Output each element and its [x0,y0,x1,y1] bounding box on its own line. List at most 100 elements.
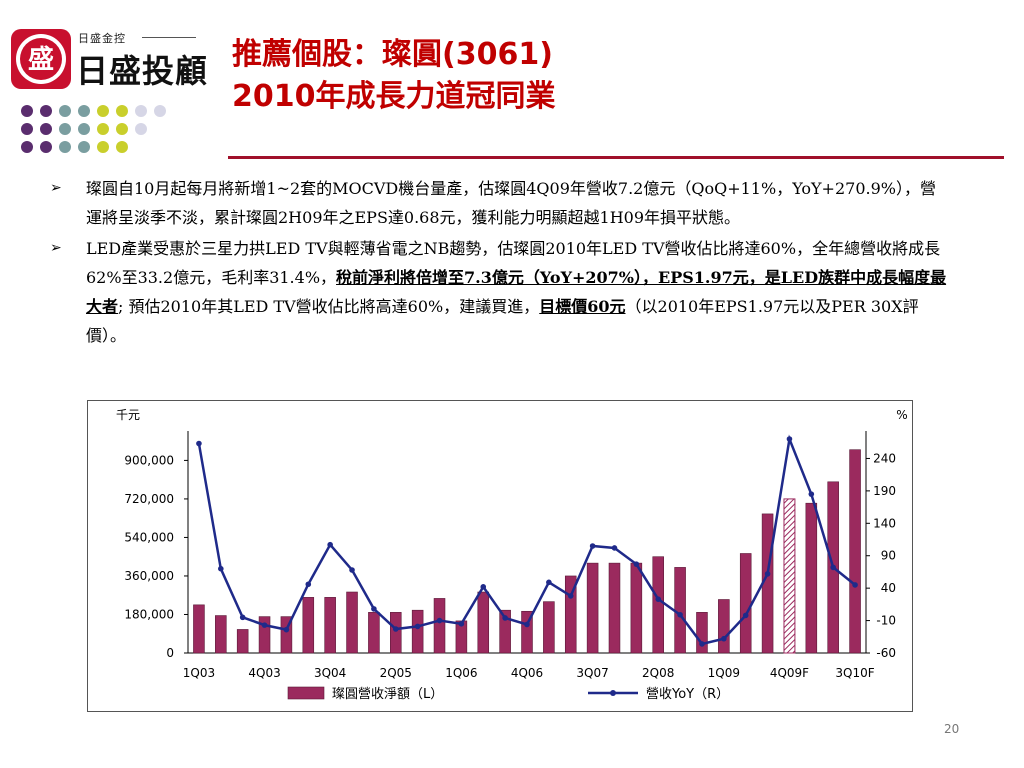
yoy-point [436,617,443,624]
x-tick-label: 1Q09 [708,666,740,680]
revenue-bar [280,616,293,654]
chart-canvas: 千元 % 0 180,000 360,000 540,000 720,000 900,000 -… [116,408,908,702]
yoy-point [305,581,312,588]
yoy-point [589,543,596,549]
decorative-dot [78,123,90,135]
right-tick-label: 90 [881,549,896,563]
bullet-arrow-icon: ➢ [50,240,62,256]
yoy-point [327,541,333,548]
logo-subtitle: 日盛金控 [78,32,126,45]
yoy-point [567,593,574,599]
revenue-bar [521,610,533,654]
revenue-bar [696,612,708,654]
yoy-point [611,545,618,551]
bullet-item: ➢ 璨圓自10月起每月將新增1~2套的MOCVD機台量產，估璨圓4Q09年營收7.… [48,174,948,232]
decorative-dot [59,141,71,153]
decorative-dot-grid [21,105,166,153]
yoy-point [261,622,268,628]
yoy-point [239,614,246,621]
yoy-point [480,584,487,590]
company-logo: 盛 [11,29,71,89]
decorative-dot [21,123,33,135]
decorative-dot [154,105,166,117]
decorative-dot [40,105,52,117]
x-tick-label: 2Q05 [380,666,412,680]
revenue-chart: 千元% 0 180,000 360,000 540,000 720,000 900,000 -… [87,400,913,712]
yoy-point [786,436,793,442]
yoy-point [349,567,355,573]
decorative-dot [59,123,71,135]
right-tick-label: 140 [873,516,896,530]
revenue-bar [455,620,468,654]
bullet-text: LED產業受惠於三星力拱LED TV與輕薄省電之NB趨勢，估璨圓2010年LED… [86,239,941,287]
bullet-text: 璨圓自10月起每月將新增1~2套的MOCVD機台量產，估璨圓4Q09年營收7.2… [86,179,936,227]
yoy-point [633,561,640,567]
x-tick-label: 2Q08 [642,666,674,680]
decorative-dot [135,123,147,135]
right-tick-label: 40 [881,581,896,595]
left-tick-label: 900,000 [124,453,174,467]
bullet-arrow-icon: ➢ [50,180,62,196]
yoy-point [502,615,508,621]
revenue-bar [674,567,686,654]
right-tick-label: 240 [873,451,896,465]
revenue-bar [564,575,577,654]
x-tick-label: 3Q10F [835,666,874,680]
decorative-dot [21,141,33,153]
right-axis-unit: % [896,408,907,422]
decorative-dot [40,141,52,153]
decorative-dot [78,141,90,153]
revenue-bar [215,615,227,654]
revenue-bar [411,609,424,654]
yoy-point [677,611,683,618]
legend-line-label: 營收YoY（R） [646,687,729,702]
yoy-point [742,612,749,619]
decorative-dot [78,105,90,117]
revenue-bar [477,591,490,654]
revenue-bar [324,597,336,654]
yoy-point [764,571,771,577]
decorative-dot [97,123,109,135]
revenue-bar [783,498,796,654]
yoy-point [655,596,662,602]
yoy-point [808,491,815,497]
yoy-point [414,623,421,630]
revenue-bar [302,597,315,654]
title-rule [228,156,1004,159]
revenue-bar [739,553,752,654]
revenue-bar [193,604,205,654]
revenue-bar [368,612,380,654]
revenue-bar [236,629,249,654]
yoy-point [546,579,552,586]
yoy-point [830,564,836,571]
page-number: 20 [944,722,960,736]
decorative-dot [116,141,128,153]
revenue-bar [499,609,511,654]
bullet-highlight-text: 目標價60元 [539,297,626,316]
revenue-bar [586,562,599,654]
x-tick-label: 4Q09F [770,666,809,680]
revenue-bar [718,599,730,654]
revenue-bar [258,616,271,654]
left-tick-label: 180,000 [124,607,174,621]
x-tick-label: 4Q03 [248,666,280,680]
right-tick-label: 190 [873,484,896,498]
left-tick-label: 360,000 [124,569,174,583]
title-line-2: 2010年成長力道冠同業 [232,79,556,114]
yoy-point [852,582,858,588]
yoy-point [721,635,727,642]
revenue-bar [433,598,446,654]
logo-wordmark: 日盛投顧 [76,52,209,90]
yoy-point [371,606,377,612]
right-tick-label: -60 [876,646,896,660]
yoy-point [392,626,399,632]
revenue-bar [805,502,818,654]
decorative-dot [135,105,147,117]
legend-line-marker [610,690,616,696]
bullet-item: ➢ LED產業受惠於三星力拱LED TV與輕薄省電之NB趨勢，估璨圓2010年LE… [48,234,948,350]
decorative-dot [116,123,128,135]
legend-bar-label: 璨圓營收淨額（L） [332,687,443,702]
left-tick-label: 0 [166,646,174,660]
yoy-point [283,626,290,633]
legend-bar-swatch [287,686,325,700]
